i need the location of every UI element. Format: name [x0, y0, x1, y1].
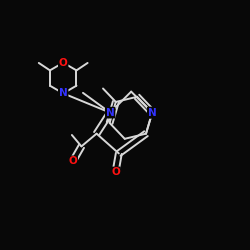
Text: O: O — [111, 168, 120, 177]
Text: N: N — [59, 88, 68, 98]
Text: O: O — [59, 58, 68, 68]
Text: N: N — [148, 108, 156, 118]
Text: N: N — [106, 108, 114, 118]
Text: O: O — [68, 156, 77, 166]
Text: N: N — [148, 108, 156, 118]
